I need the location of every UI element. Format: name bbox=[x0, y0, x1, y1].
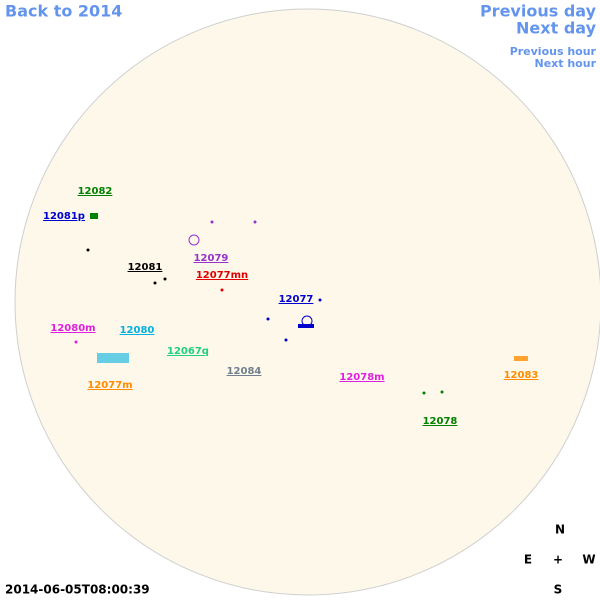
compass-east: E bbox=[524, 553, 532, 567]
back-link[interactable]: Back to 2014 bbox=[5, 2, 122, 21]
next-day-link[interactable]: Next day bbox=[516, 19, 597, 38]
region-label[interactable]: 12078m bbox=[339, 372, 384, 383]
region-label[interactable]: 12078 bbox=[423, 416, 458, 427]
region-label[interactable]: 12080m bbox=[50, 323, 95, 334]
region-label[interactable]: 12083 bbox=[504, 370, 539, 381]
spots bbox=[74, 213, 528, 395]
next-hour-link[interactable]: Next hour bbox=[535, 57, 597, 70]
compass-south: S bbox=[554, 583, 563, 597]
solar-disk bbox=[14, 8, 600, 596]
compass-center: + bbox=[553, 553, 563, 567]
region-label[interactable]: 12077mn bbox=[196, 270, 248, 281]
region-label[interactable]: 12081p bbox=[43, 211, 85, 222]
region-label[interactable]: 12082 bbox=[78, 186, 113, 197]
timestamp: 2014-06-05T08:00:39 bbox=[5, 583, 150, 597]
compass-west: W bbox=[582, 553, 595, 567]
compass-north: N bbox=[555, 523, 565, 537]
region-label[interactable]: 12077m bbox=[87, 380, 132, 391]
region-label[interactable]: 12081 bbox=[128, 262, 163, 273]
region-label[interactable]: 12067q bbox=[167, 346, 209, 357]
region-label[interactable]: 12084 bbox=[227, 366, 262, 377]
region-label[interactable]: 12080 bbox=[120, 325, 155, 336]
region-label[interactable]: 12079 bbox=[194, 253, 229, 264]
region-label[interactable]: 12077 bbox=[279, 294, 314, 305]
previous-day-link[interactable]: Previous day bbox=[480, 2, 597, 21]
previous-hour-link[interactable]: Previous hour bbox=[510, 45, 597, 58]
